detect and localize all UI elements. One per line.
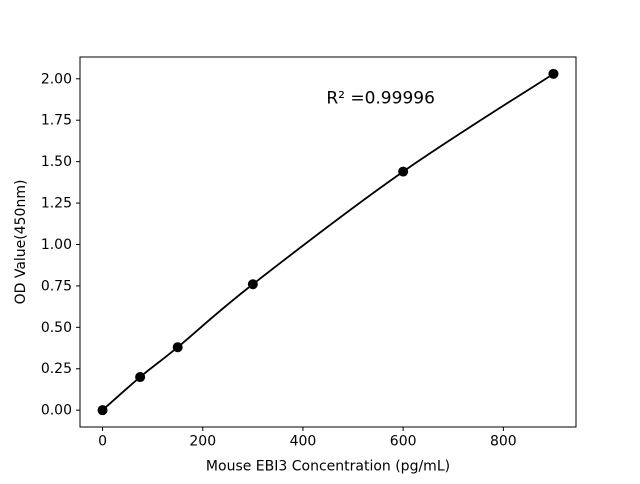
y-tick-label: 0.25	[41, 361, 72, 377]
y-axis-label: OD Value(450nm)	[13, 180, 29, 305]
data-point	[135, 372, 146, 383]
plot-border	[79, 56, 577, 428]
x-tick-label: 0	[98, 434, 107, 450]
x-axis-label: Mouse EBI3 Concentration (pg/mL)	[206, 459, 450, 475]
data-point	[247, 279, 258, 290]
data-point	[398, 166, 409, 177]
x-tick-label: 600	[390, 434, 417, 450]
data-point	[548, 68, 559, 79]
y-tick-label: 1.25	[41, 196, 72, 212]
data-point	[97, 405, 108, 416]
y-tick-label: 0.75	[41, 278, 72, 294]
y-tick-label: 1.00	[41, 237, 72, 253]
data-point	[172, 342, 183, 353]
y-tick-label: 1.50	[41, 154, 72, 170]
y-tick-label: 0.50	[41, 320, 72, 336]
standard-curve-line	[101, 73, 554, 411]
r-squared-annotation: R² =0.99996	[326, 89, 435, 109]
x-tick-label: 400	[290, 434, 317, 450]
y-tick-label: 1.75	[41, 113, 72, 129]
y-tick-label: 2.00	[41, 71, 72, 87]
x-tick-label: 800	[490, 434, 517, 450]
y-tick-label: 0.00	[41, 403, 72, 419]
x-tick-label: 200	[189, 434, 216, 450]
